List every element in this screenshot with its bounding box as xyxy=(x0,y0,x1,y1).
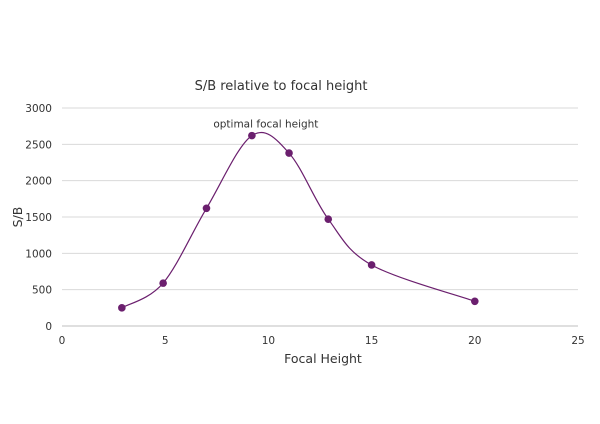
y-tick-label: 500 xyxy=(32,285,52,297)
x-tick-label: 0 xyxy=(59,335,66,347)
x-tick-label: 25 xyxy=(571,335,584,347)
y-tick-labels: 0 500 1000 1500 2000 2500 3000 xyxy=(25,103,52,333)
y-tick-label: 0 xyxy=(45,321,52,333)
y-tick-label: 2500 xyxy=(25,139,52,151)
data-point-3 xyxy=(248,131,256,140)
x-tick-label: 15 xyxy=(365,335,378,347)
data-point-4 xyxy=(285,149,293,157)
data-point-2 xyxy=(202,204,211,213)
x-tick-label: 20 xyxy=(468,335,481,347)
data-point-5 xyxy=(324,215,333,223)
chart-title: S/B relative to focal height xyxy=(195,79,368,94)
data-point-6 xyxy=(367,261,376,269)
y-tick-label: 2000 xyxy=(25,176,52,188)
x-tick-labels: 0 5 10 15 20 25 xyxy=(59,335,585,347)
x-tick-label: 10 xyxy=(262,335,275,347)
data-points xyxy=(118,131,479,312)
annotation-optimal-focal-height: optimal focal height xyxy=(213,119,318,131)
data-point-7 xyxy=(471,297,479,306)
grid xyxy=(62,107,578,327)
data-point-0 xyxy=(118,304,126,312)
y-axis-label: S/B xyxy=(10,207,25,228)
data-point-1 xyxy=(159,279,167,287)
y-tick-label: 1000 xyxy=(25,248,52,260)
y-tick-label: 3000 xyxy=(25,103,52,115)
x-tick-label: 5 xyxy=(162,335,169,347)
x-axis-label: Focal Height xyxy=(284,351,362,366)
series-line xyxy=(121,131,476,309)
y-tick-label: 1500 xyxy=(25,212,52,224)
